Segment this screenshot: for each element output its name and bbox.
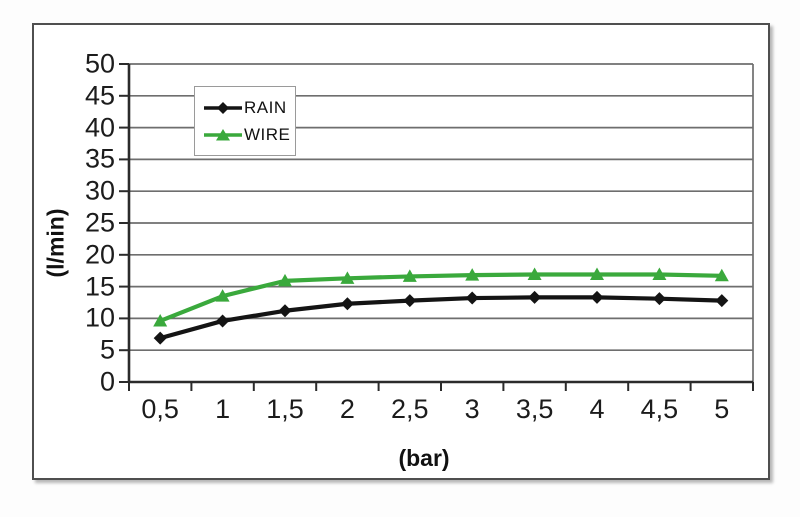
y-tick-label: 5 <box>99 334 115 365</box>
x-tick-label: 0,5 <box>141 394 179 424</box>
chart-frame: 0 5 10 15 20 25 30 35 40 45 50 0,5 1 1,5 2 2,5 3 3,5 4 4,5 5… <box>32 23 770 480</box>
y-tick-label: 0 <box>99 366 115 397</box>
y-tick-label: 45 <box>84 80 115 111</box>
wire-data-point-triangle-icon <box>153 313 168 327</box>
rain-data-point-diamond-icon <box>278 304 292 318</box>
rain-data-point-diamond-icon <box>403 294 417 308</box>
y-tick-label: 35 <box>84 143 115 174</box>
x-tick-label: 5 <box>714 394 730 424</box>
y-tick-label: 15 <box>84 271 115 302</box>
legend-label-wire: WIRE <box>244 124 291 144</box>
wire-series-line-triangle-icon <box>204 128 242 140</box>
wire-data-point-triangle-icon <box>402 269 417 282</box>
y-tick-label: 20 <box>84 239 115 270</box>
y-tick-label: 10 <box>84 302 115 333</box>
rain-data-point-diamond-icon <box>652 292 666 306</box>
legend-item-rain: RAIN <box>203 98 295 118</box>
rain-data-point-diamond-icon <box>528 290 542 304</box>
x-axis-title: (bar) <box>398 445 450 471</box>
wire-data-point-triangle-icon <box>340 271 355 284</box>
x-tick-label: 1,5 <box>266 394 304 424</box>
y-axis-title: (l/min) <box>42 208 69 278</box>
x-tick-label: 2,5 <box>391 394 429 424</box>
rain-series-line <box>158 295 724 341</box>
y-tick-label: 25 <box>84 207 115 238</box>
rain-series-line-diamond-icon <box>204 101 242 114</box>
wire-data-point-triangle-icon <box>278 273 292 287</box>
legend-label-rain: RAIN <box>244 97 287 117</box>
line-chart-plot-area <box>119 63 754 391</box>
wire-data-point-triangle-icon <box>465 268 480 281</box>
rain-data-point-diamond-icon <box>153 331 167 345</box>
rain-data-point-diamond-icon <box>465 291 479 305</box>
rain-data-point-diamond-icon <box>715 294 729 308</box>
legend-item-wire: WIRE <box>203 125 295 145</box>
x-tick-label: 4,5 <box>640 394 679 424</box>
y-tick-label: 40 <box>84 112 115 143</box>
wire-data-point-triangle-icon <box>527 267 542 281</box>
rain-data-point-diamond-icon <box>216 314 230 328</box>
x-tick-label: 3 <box>464 394 480 424</box>
x-tick-label: 1 <box>215 394 231 424</box>
y-tick-label: 30 <box>84 175 115 206</box>
x-tick-label: 4 <box>589 394 605 424</box>
legend: RAIN WIRE <box>194 86 296 156</box>
wire-data-point-triangle-icon <box>590 267 604 281</box>
wire-data-point-triangle-icon <box>714 268 729 282</box>
wire-data-point-triangle-icon <box>652 267 667 281</box>
x-tick-label: 2 <box>339 394 355 424</box>
x-tick-label: 3,5 <box>515 394 554 424</box>
y-tick-label: 50 <box>84 48 115 79</box>
wire-series-line <box>158 272 724 324</box>
wire-data-point-triangle-icon <box>215 289 230 302</box>
rain-data-point-diamond-icon <box>340 297 354 311</box>
rain-data-point-diamond-icon <box>590 290 604 304</box>
